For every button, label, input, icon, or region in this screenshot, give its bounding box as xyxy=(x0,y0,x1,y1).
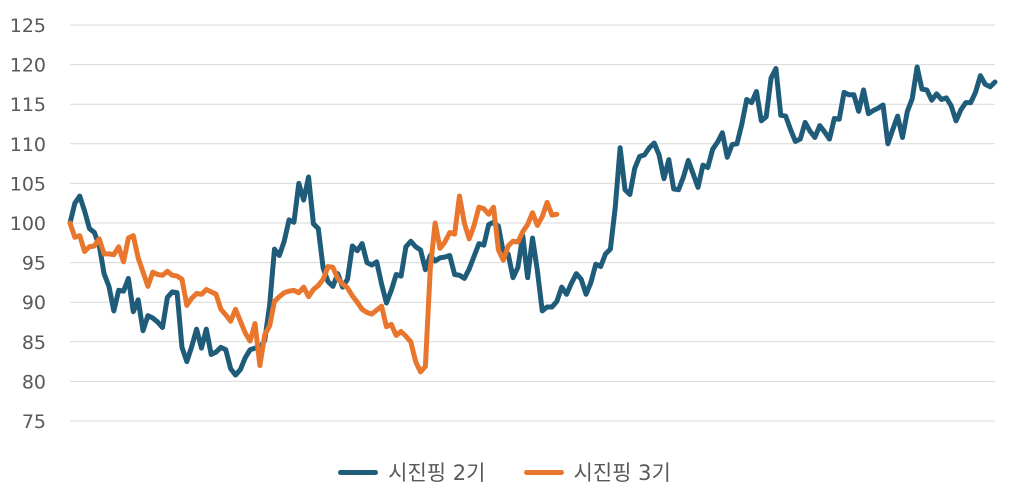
legend-item-series-2: 시진핑 3기 xyxy=(523,457,671,487)
legend-swatch-series-1 xyxy=(338,469,379,475)
legend-item-series-1: 시진핑 2기 xyxy=(338,457,486,487)
y-tick-label-100: 100 xyxy=(10,213,46,235)
series-line-2 xyxy=(67,193,560,375)
y-tick-label-110: 110 xyxy=(10,134,46,156)
y-tick-label-115: 115 xyxy=(10,94,46,116)
y-tick-label-80: 80 xyxy=(22,371,46,393)
series-line-1 xyxy=(67,64,998,378)
y-tick-label-85: 85 xyxy=(22,332,46,354)
y-tick-label-90: 90 xyxy=(22,292,46,314)
y-tick-label-120: 120 xyxy=(10,55,46,77)
legend-label-series-2: 시진핑 3기 xyxy=(573,461,671,485)
legend: 시진핑 2기 시진핑 3기 xyxy=(0,452,1009,492)
y-tick-label-75: 75 xyxy=(22,411,46,433)
y-tick-label-105: 105 xyxy=(10,173,46,195)
y-tick-label-125: 125 xyxy=(10,15,46,37)
gridlines xyxy=(70,24,995,422)
legend-label-series-1: 시진핑 2기 xyxy=(388,461,486,485)
y-axis-tick-labels: 75 80 85 90 95 100 105 110 115 120 125 xyxy=(10,15,46,433)
series-lines xyxy=(67,64,998,378)
y-tick-label-95: 95 xyxy=(22,253,46,275)
legend-swatch-series-2 xyxy=(523,469,564,475)
